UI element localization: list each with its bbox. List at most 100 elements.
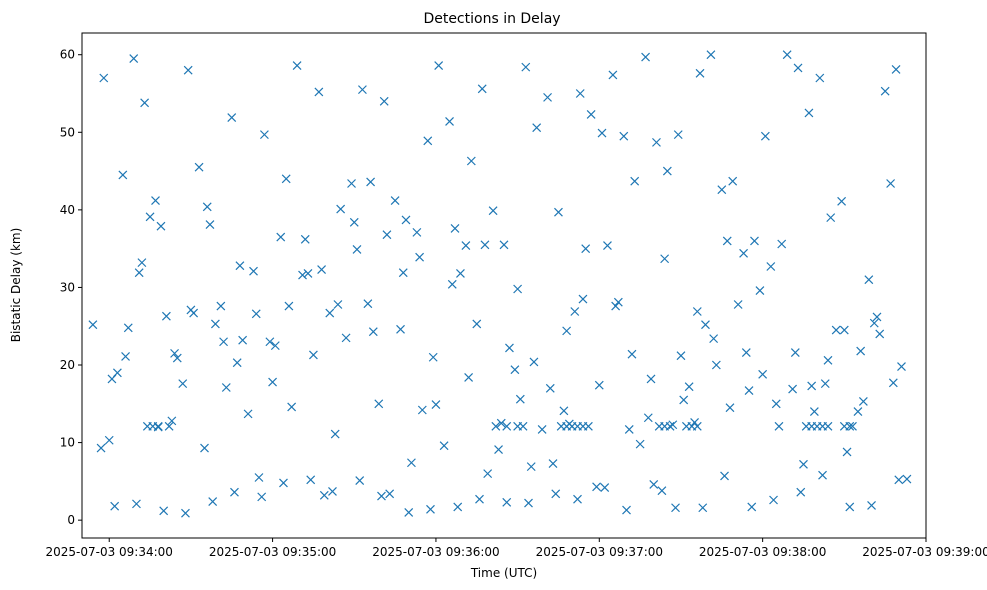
data-point — [270, 341, 280, 351]
data-point — [200, 443, 209, 453]
data-point — [349, 217, 359, 227]
data-point — [831, 325, 841, 335]
data-point — [622, 505, 631, 515]
data-point — [858, 397, 868, 406]
data-point — [164, 421, 174, 431]
data-point — [314, 87, 324, 97]
data-point — [521, 62, 531, 72]
data-point — [450, 224, 460, 233]
data-point — [456, 269, 465, 278]
data-point — [562, 326, 572, 336]
y-tick-label: 20 — [60, 358, 75, 372]
data-point — [777, 239, 787, 249]
data-point — [774, 421, 784, 431]
data-point — [355, 476, 365, 486]
chart-title: Detections in Delay — [423, 11, 560, 27]
data-point — [494, 445, 503, 454]
data-point — [268, 377, 278, 387]
data-point — [853, 407, 863, 416]
data-point — [186, 305, 196, 315]
data-point — [524, 498, 533, 508]
data-point — [219, 337, 228, 347]
data-point — [671, 503, 680, 513]
y-tick-label: 30 — [60, 280, 75, 294]
data-point — [823, 421, 833, 431]
data-point — [741, 348, 751, 358]
data-point — [423, 136, 433, 146]
data-point — [728, 176, 738, 186]
data-point — [823, 355, 833, 365]
data-point — [581, 244, 591, 254]
data-point — [869, 318, 879, 328]
data-point — [347, 179, 356, 188]
x-axis: 2025-07-03 09:34:00 2025-07-03 09:35:00 20… — [45, 538, 987, 559]
data-point — [238, 335, 248, 345]
data-point — [709, 334, 719, 344]
y-tick-label: 60 — [60, 48, 75, 62]
data-point — [434, 61, 444, 71]
data-point — [782, 50, 792, 60]
data-point — [259, 130, 269, 140]
x-axis-label: Time (UTC) — [470, 566, 537, 580]
data-point — [548, 459, 558, 468]
data-point — [385, 489, 395, 499]
data-point — [820, 379, 830, 389]
data-point — [183, 65, 193, 75]
data-point — [447, 279, 457, 289]
x-tick-label: 2025-07-03 09:35:00 — [209, 545, 336, 559]
data-point — [496, 418, 506, 428]
data-point — [796, 487, 806, 497]
data-point — [328, 487, 337, 496]
data-point — [279, 478, 288, 488]
data-point — [153, 421, 163, 431]
data-point — [227, 113, 237, 122]
data-point — [404, 507, 414, 517]
data-point — [363, 299, 373, 309]
data-point — [886, 179, 896, 188]
x-tick-label: 2025-07-03 09:36:00 — [372, 545, 499, 559]
data-point — [284, 301, 294, 311]
data-point — [475, 494, 484, 504]
data-point — [529, 357, 539, 367]
data-point — [692, 307, 702, 316]
data-point — [129, 54, 139, 64]
data-point — [646, 374, 656, 384]
data-point — [592, 482, 601, 492]
data-point — [845, 502, 855, 512]
data-point — [809, 407, 819, 416]
data-point — [232, 358, 242, 368]
y-axis-label: Bistatic Delay (km) — [9, 228, 23, 343]
data-point — [597, 128, 607, 138]
y-axis: 0 10 20 30 40 50 60 — [60, 48, 82, 527]
data-point — [807, 381, 817, 391]
y-tick-label: 10 — [60, 436, 75, 450]
data-point — [733, 300, 743, 309]
data-point — [641, 52, 650, 62]
data-point — [888, 378, 898, 388]
data-point — [788, 384, 798, 394]
data-point — [679, 395, 689, 405]
data-point — [134, 268, 144, 278]
data-point — [415, 252, 425, 262]
data-point — [88, 320, 98, 330]
data-point — [121, 352, 130, 361]
data-point — [235, 261, 245, 271]
data-point — [251, 309, 261, 319]
data-point — [551, 489, 561, 499]
data-point — [379, 96, 389, 106]
data-point — [839, 325, 849, 335]
data-point — [151, 196, 160, 205]
data-point — [880, 86, 890, 96]
x-tick-label: 2025-07-03 09:39:00 — [862, 545, 987, 559]
data-point — [608, 70, 618, 80]
data-point — [341, 333, 351, 343]
data-point — [172, 353, 182, 363]
data-point — [845, 421, 855, 431]
data-point — [842, 447, 852, 457]
y-tick-label: 40 — [60, 203, 75, 217]
data-point — [690, 417, 700, 427]
data-point — [657, 486, 667, 496]
data-point — [769, 495, 778, 505]
data-point — [720, 471, 729, 481]
